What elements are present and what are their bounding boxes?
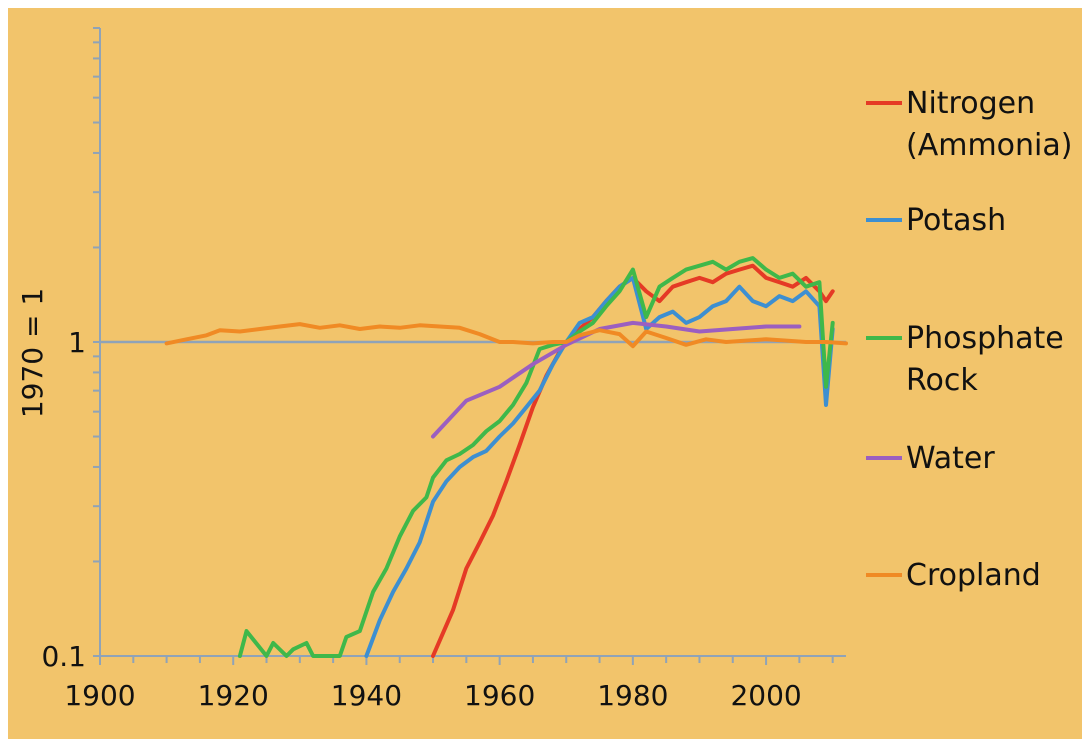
x-tick-label: 1900 [64, 679, 135, 712]
y-tick-label: 0.1 [41, 640, 86, 673]
legend: Nitrogen (Ammonia) Potash Phosphate Rock Wate… [866, 86, 1072, 593]
legend-label: Phosphate [906, 321, 1064, 356]
y-tick-label: 1 [68, 326, 86, 359]
x-tick-label: 1960 [464, 679, 535, 712]
line-chart: 1900 1920 1940 1960 1980 2000 0.1 1 1970 = 1 Nit… [8, 8, 1082, 739]
chart-background [8, 8, 1082, 739]
chart-panel: 1900 1920 1940 1960 1980 2000 0.1 1 1970 = 1 Nit… [8, 8, 1082, 739]
legend-label: Water [906, 441, 995, 476]
x-tick-label: 2000 [730, 679, 801, 712]
x-tick-label: 1920 [198, 679, 269, 712]
y-axis-label: 1970 = 1 [16, 288, 49, 418]
series-line [164, 322, 848, 349]
legend-label: Rock [906, 363, 978, 398]
x-tick-label: 1940 [331, 679, 402, 712]
series-layer [164, 256, 848, 658]
series-line [364, 275, 835, 658]
series-line [431, 263, 835, 658]
legend-label: (Ammonia) [906, 128, 1072, 163]
series-line [431, 320, 802, 439]
x-tick-label: 1980 [597, 679, 668, 712]
legend-label: Potash [906, 203, 1006, 238]
legend-label: Nitrogen [906, 86, 1035, 121]
legend-label: Cropland [906, 558, 1041, 593]
labels-layer: 1900 1920 1940 1960 1980 2000 0.1 1 1970 = 1 [16, 288, 802, 712]
